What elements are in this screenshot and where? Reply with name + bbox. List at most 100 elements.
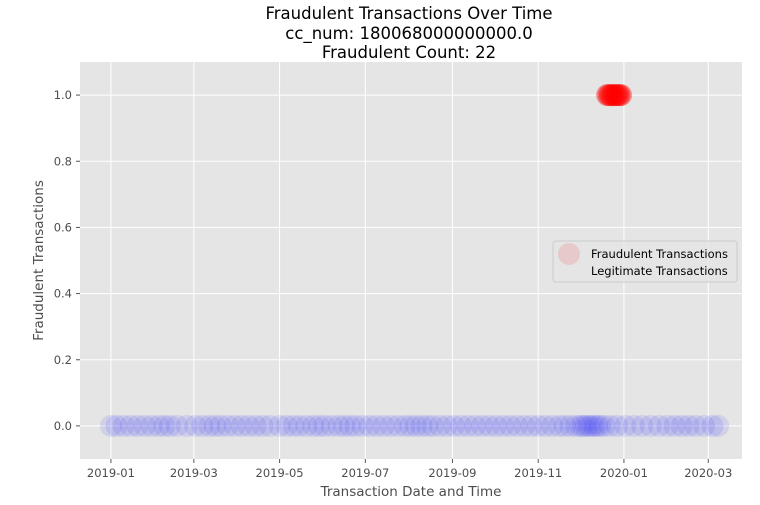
- fraudulent-transaction-point: [604, 84, 627, 107]
- x-tick-label: 2020-01: [600, 466, 648, 480]
- legitimate-transaction-point: [251, 414, 274, 437]
- y-tick-label: 0.0: [54, 419, 72, 433]
- legitimate-transaction-point: [379, 414, 402, 437]
- fraudulent-transaction-point: [608, 84, 631, 107]
- legitimate-transaction-point: [527, 414, 550, 437]
- legitimate-transaction-point: [684, 414, 707, 437]
- legitimate-transaction-point: [313, 414, 336, 437]
- x-tick-label: 2019-09: [428, 466, 476, 480]
- chart-title-block: Fraudulent Transactions Over Time cc_num…: [0, 4, 760, 63]
- legitimate-transaction-point: [399, 414, 422, 437]
- legitimate-transaction-point: [586, 414, 609, 437]
- legitimate-transaction-point: [622, 414, 645, 437]
- legitimate-transaction-point: [198, 414, 221, 437]
- legitimate-transaction-point: [372, 414, 395, 437]
- legitimate-transaction-point: [153, 414, 176, 437]
- legitimate-transaction-point: [565, 414, 588, 437]
- legitimate-transaction-point: [230, 414, 253, 437]
- legitimate-transaction-point: [569, 414, 592, 437]
- chart-subtitle-line-2: Fraudulent Count: 22: [321, 43, 497, 62]
- legitimate-transaction-point: [541, 414, 564, 437]
- chart-title: Fraudulent Transactions Over Time: [265, 4, 553, 23]
- legitimate-transaction-point: [656, 414, 679, 437]
- legitimate-transaction-point: [295, 414, 318, 437]
- legitimate-transaction-point: [520, 414, 543, 437]
- legitimate-transaction-point: [416, 414, 439, 437]
- legitimate-transaction-point: [393, 414, 416, 437]
- fraudulent-transaction-point: [605, 84, 628, 107]
- legitimate-transaction-point: [288, 414, 311, 437]
- y-tick-label: 1.0: [54, 88, 72, 102]
- legitimate-transaction-point: [184, 414, 207, 437]
- legitimate-transaction-point: [302, 414, 325, 437]
- legitimate-transaction-point: [307, 414, 330, 437]
- y-tick-label: 0.8: [54, 154, 72, 168]
- legitimate-transaction-point: [338, 414, 361, 437]
- legitimate-transaction-point: [534, 414, 557, 437]
- legitimate-transaction-point: [583, 414, 606, 437]
- fraudulent-transaction-point: [597, 84, 620, 107]
- fraudulent-transaction-point: [596, 84, 619, 107]
- legend: Fraudulent Transactions Legitimate Trans…: [552, 240, 738, 283]
- legitimate-transaction-point: [485, 414, 508, 437]
- legitimate-points: [99, 414, 730, 437]
- legitimate-transaction-point: [351, 414, 374, 437]
- legitimate-transaction-point: [428, 414, 451, 437]
- legitimate-transaction-point: [140, 414, 163, 437]
- legitimate-transaction-point: [693, 414, 716, 437]
- legitimate-transaction-point: [456, 414, 479, 437]
- legitimate-transaction-point: [492, 414, 515, 437]
- legitimate-transaction-point: [258, 414, 281, 437]
- legitimate-transaction-point: [574, 414, 597, 437]
- legitimate-transaction-point: [677, 414, 700, 437]
- legitimate-transaction-point: [275, 414, 298, 437]
- legitimate-transaction-point: [191, 414, 214, 437]
- fraudulent-points: [596, 84, 633, 107]
- x-tick-label: 2019-01: [87, 466, 135, 480]
- x-tick-label: 2019-05: [256, 466, 304, 480]
- legitimate-transaction-point: [648, 414, 671, 437]
- legend-marker-legitimate: [558, 260, 580, 282]
- legitimate-transaction-point: [639, 414, 662, 437]
- legitimate-transaction-point: [593, 414, 616, 437]
- legitimate-transaction-point: [320, 414, 343, 437]
- x-tick-label: 2019-11: [514, 466, 562, 480]
- legend-box: [552, 240, 738, 283]
- legitimate-transaction-point: [663, 414, 686, 437]
- legitimate-transaction-point: [421, 414, 444, 437]
- legitimate-transaction-point: [175, 414, 198, 437]
- legitimate-transaction-point: [572, 414, 595, 437]
- legitimate-transaction-point: [442, 414, 465, 437]
- legitimate-transaction-point: [119, 414, 142, 437]
- legitimate-transaction-point: [112, 414, 135, 437]
- fraudulent-transaction-point: [598, 84, 621, 107]
- legitimate-transaction-point: [333, 414, 356, 437]
- legitimate-transaction-point: [404, 414, 427, 437]
- legitimate-transaction-point: [470, 414, 493, 437]
- legitimate-transaction-point: [580, 414, 603, 437]
- legitimate-transaction-point: [478, 414, 501, 437]
- legitimate-transaction-point: [237, 414, 260, 437]
- fraudulent-transaction-point: [600, 84, 623, 107]
- legitimate-transaction-point: [268, 414, 291, 437]
- legitimate-transaction-point: [670, 414, 693, 437]
- legitimate-transaction-point: [158, 414, 181, 437]
- legitimate-transaction-point: [358, 414, 381, 437]
- y-tick-label: 0.4: [54, 287, 72, 301]
- legitimate-transaction-point: [577, 414, 600, 437]
- legitimate-transaction-point: [410, 414, 433, 437]
- legitimate-transaction-point: [282, 414, 305, 437]
- legitimate-transaction-point: [548, 414, 571, 437]
- y-tick-label: 0.2: [54, 353, 72, 367]
- legitimate-transaction-point: [99, 414, 122, 437]
- legend-label-legitimate: Legitimate Transactions: [591, 264, 728, 278]
- legend-marker-fraudulent: [558, 243, 580, 265]
- legitimate-transaction-point: [605, 414, 628, 437]
- legitimate-transaction-point: [707, 414, 730, 437]
- y-axis-label: Fraudulent Transactions: [31, 180, 47, 341]
- legitimate-transaction-point: [506, 414, 529, 437]
- fraudulent-transaction-point: [601, 84, 624, 107]
- legitimate-transaction-point: [105, 414, 128, 437]
- chart-subtitle-line-1: cc_num: 180068000000000.0: [285, 23, 533, 43]
